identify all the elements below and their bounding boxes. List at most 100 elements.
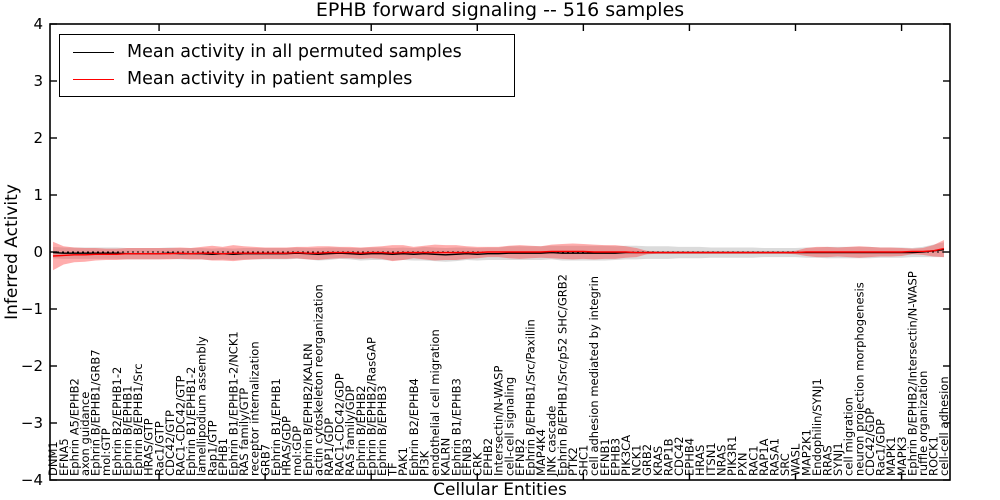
legend-line-patient-icon [73,78,114,80]
x-tick-label: CDC42/GDP [863,408,877,476]
x-tick-label: HRAS [693,445,707,476]
x-tick-label: GRB2 [640,444,654,476]
legend-label-patient: Mean activity in patient samples [127,69,413,89]
x-tick-label: RAP1B [661,438,675,476]
x-tick-label: RASA1 [767,438,781,476]
x-tick-label: Ephrin B/EPHB2/RasGAP [364,337,378,476]
x-tick-label: RRAS [821,445,835,476]
x-tick-label: RAC1-CDC42/GTP [173,375,187,476]
x-tick-label: ruffle organization [916,371,930,476]
x-tick-label: PIK3R1 [725,436,739,477]
x-tick-label: Ephrin B/EPHB1/Src/p52 SHC/GRB2 [555,274,569,476]
x-tick-label: Ephrin B1/EPHB1 [269,378,283,476]
y-axis-label: Inferred Activity [2,184,22,320]
x-tick-label: Rap1/GTP [205,420,219,476]
y-tick-label: 0 [33,243,43,261]
x-tick-label: actin cytoskeleton reorganization [311,284,325,476]
x-tick-label: Ephrin A5/EPHB2 [67,378,81,476]
x-tick-label: mol:GDP [290,426,304,476]
x-tick-label: SHC1 [577,445,591,476]
y-tick-label: 1 [33,186,43,204]
legend-line-permuted-icon [73,51,114,53]
x-tick-label: SYNJ1 [831,442,845,476]
x-tick-label: receptor internalization [248,341,262,476]
x-tick-label: PAK1 [396,447,410,476]
x-tick-label: axon guidance [78,392,92,476]
legend: Mean activity in all permuted samples Me… [59,34,515,97]
x-tick-label: RAP1A [757,438,771,476]
x-tick-label: endothelial cell migration [428,329,442,476]
x-tick-label: Rac1/GTP [152,421,166,476]
y-tick-label: 2 [33,129,43,147]
x-tick-label: Ephrin B/EPHB1/GRB7 [89,349,103,476]
x-tick-label: ROCK1 [927,436,941,476]
x-tick-label: neuron projection morphogenesis [852,282,866,476]
x-tick-label: HRAS/GTP [142,418,156,476]
x-tick-label: RAC1 [746,445,760,476]
legend-item-patient: Mean activity in patient samples [60,69,514,89]
x-tick-label: EPHB3 [608,438,622,476]
x-tick-label: GRB7 [258,444,272,476]
y-tick-label: 4 [33,15,43,33]
x-tick-label: EFNA5 [57,438,71,476]
x-tick-label: cell migration [842,397,856,476]
y-tick-label: −4 [21,471,43,489]
x-tick-label: KALRN [439,438,453,476]
x-tick-label: Ephrin B/EPHB2/KALRN [301,343,315,476]
x-tick-label: Ephrin B/EPHB1/Src/Paxillin [524,319,538,476]
x-tick-label: CDC42 [672,436,686,476]
x-tick-label: EPHB1 [216,438,230,476]
x-tick-label: Ephrin B2/EPHB1-2 [110,367,124,476]
x-tick-label: Ephrin B1/EPHB1-2 [184,367,198,476]
x-tick-label: Ephrin B/EPHB1 [120,385,134,476]
x-tick-label: PIK3CA [619,435,633,476]
x-tick-label: MAP4K4 [534,429,548,476]
x-tick-label: ITSN1 [704,442,718,476]
x-tick-label: EPHB4 [683,438,697,476]
legend-item-permuted: Mean activity in all permuted samples [60,42,514,62]
x-tick-label: CDC42/GTP [163,410,177,476]
legend-label-permuted: Mean activity in all permuted samples [127,42,462,62]
patient-mean-line [52,247,945,257]
x-tick-label: lamellipodium assembly [195,336,209,476]
x-tick-label: cell-cell adhesion [937,376,951,476]
x-tick-label: Ephrin B/EPHB2 [354,385,368,476]
x-tick-label: RAC1-CDC42/GDP [333,373,347,476]
x-tick-label: Ephrin B1/EPHB3 [449,378,463,476]
x-tick-label: EPHB2 [481,438,495,476]
x-axis-ticks [158,24,903,480]
x-tick-label: PI3K [417,450,431,476]
x-tick-label: cell-cell signaling [502,377,516,476]
x-tick-label: Endophilin/SYNJ1 [810,378,824,476]
x-tick-label: RAS family/GTP [237,388,251,476]
x-tick-label: RAP1/GDP [322,418,336,476]
patient-band [53,240,944,271]
x-tick-label: EFNB3 [460,438,474,476]
x-tick-label: EFNB2 [513,438,527,476]
x-tick-label: JNK cascade [545,406,559,477]
x-tick-label: DNM1 [46,441,60,476]
x-tick-label: KRAS [651,446,665,476]
x-tick-label: Ephrin B/EPHB3 [375,385,389,476]
x-tick-label: PXN [736,453,750,476]
x-tick-label: TF [386,462,400,477]
x-tick-label: HRAS/GDP [280,416,294,476]
x-tick-label: EFNB1 [598,438,612,476]
x-tick-label: MAPK1 [884,436,898,476]
x-tick-label: Ephrin B/EPHB1/Src [131,363,145,476]
x-tick-label: WASL [789,443,803,476]
x-tick-label: CRK [470,452,484,476]
x-tick-label: SRC [778,453,792,476]
y-axis-ticks: −4 −3 −2 −1 0 1 2 3 4 [21,15,950,489]
x-axis-label: Cellular Entities [433,480,567,500]
x-tick-label: NRAS [714,445,728,476]
x-tick-label: PTK2 [566,447,580,476]
x-tick-label: cell adhesion mediated by integrin [587,276,601,476]
y-tick-label: 3 [33,72,43,90]
x-tick-label: MAP2K1 [799,429,813,476]
x-tick-label: NCK1 [630,445,644,477]
y-tick-label: −1 [21,300,43,318]
